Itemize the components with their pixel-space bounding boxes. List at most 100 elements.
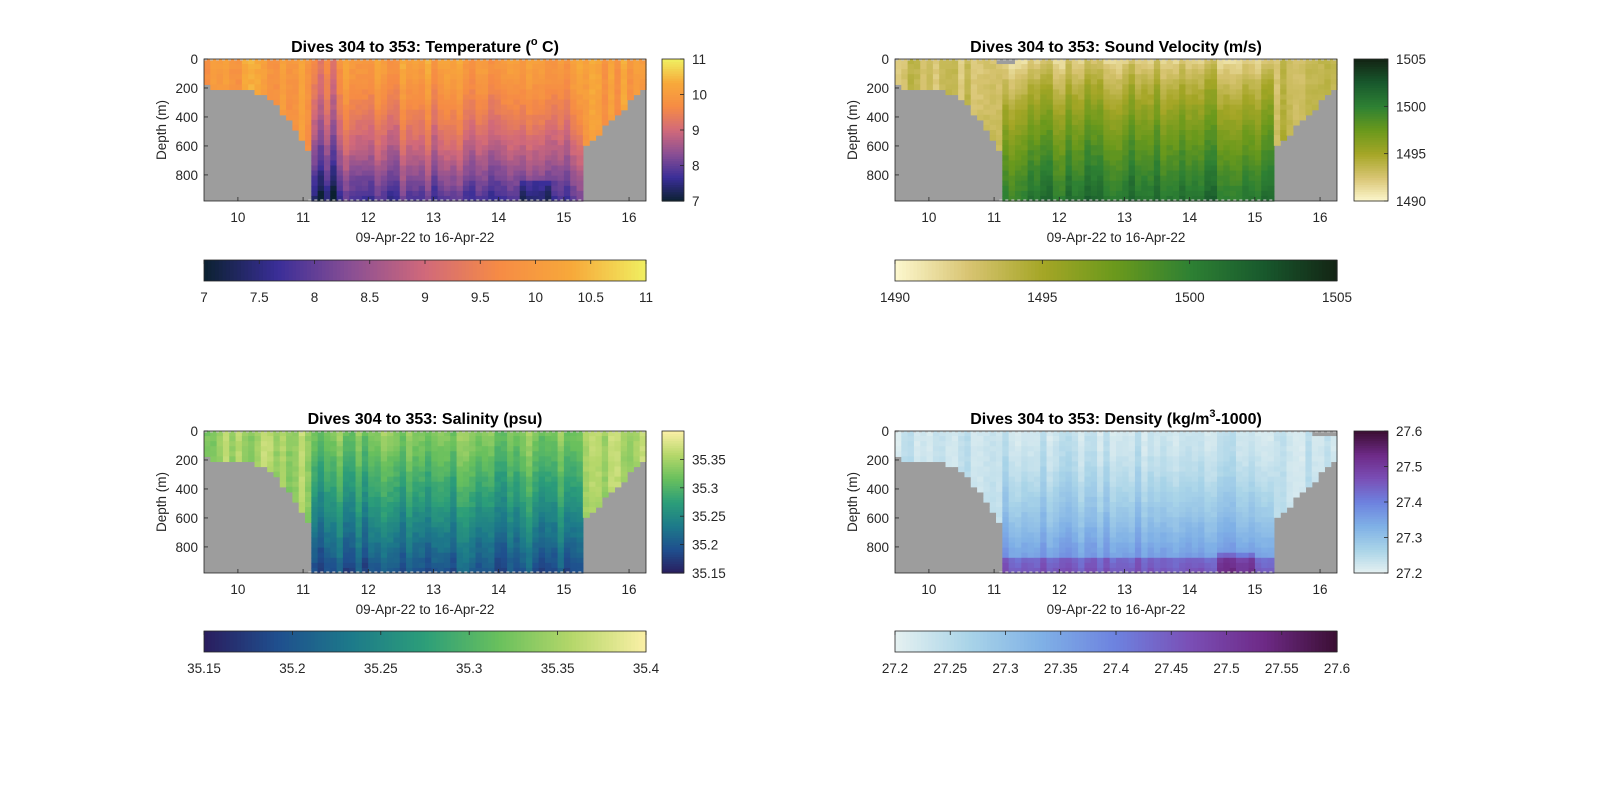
heatmap-cell: [475, 64, 483, 70]
heatmap-cell: [330, 64, 338, 70]
heatmap-cell: [361, 180, 369, 187]
heatmap-cell: [1248, 79, 1256, 85]
heatmap-cell: [418, 522, 426, 528]
heatmap-cell: [260, 74, 268, 80]
heatmap-cell: [1229, 190, 1237, 197]
heatmap-cell: [500, 456, 508, 463]
heatmap-cell: [311, 527, 319, 534]
heatmap-cell: [355, 124, 363, 131]
heatmap-cell: [292, 99, 300, 106]
heatmap-cell: [399, 145, 407, 151]
heatmap-cell: [311, 522, 319, 528]
heatmap-cell: [488, 69, 496, 75]
heatmap-cell: [469, 185, 477, 192]
heatmap-cell: [1223, 94, 1231, 101]
heatmap-cell: [349, 481, 357, 488]
heatmap-cell: [1014, 109, 1022, 116]
heatmap-cell: [1134, 69, 1142, 75]
heatmap-cell: [557, 155, 565, 162]
heatmap-cell: [1172, 160, 1180, 167]
heatmap-cell: [488, 94, 496, 101]
heatmap-cell: [570, 119, 578, 126]
heatmap-cell: [1254, 114, 1262, 121]
heatmap-cell: [983, 74, 991, 80]
heatmap-cell: [1179, 124, 1187, 131]
heatmap-cell: [443, 135, 451, 141]
heatmap-cell: [513, 496, 521, 503]
heatmap-cell: [412, 562, 420, 569]
heatmap-cell: [1065, 59, 1073, 65]
heatmap-cell: [1299, 79, 1307, 85]
heatmap-cell: [1217, 94, 1224, 101]
heatmap-cell: [1311, 94, 1319, 101]
heatmap-cell: [507, 517, 514, 523]
heatmap-cell: [1191, 74, 1199, 80]
heatmap-cell: [380, 562, 388, 569]
heatmap-cell: [945, 59, 953, 65]
heatmap-cell: [450, 466, 458, 473]
heatmap-cell: [1040, 175, 1048, 182]
heatmap-cell: [437, 135, 445, 141]
heatmap-cell: [431, 180, 439, 187]
heatmap-cell: [538, 99, 546, 106]
heatmap-cell: [254, 59, 262, 65]
heatmap-cell: [500, 119, 508, 126]
heatmap-cell: [481, 124, 489, 131]
heatmap-cell: [292, 119, 300, 126]
heatmap-cell: [1286, 119, 1294, 126]
heatmap-cell: [1204, 74, 1212, 80]
colorbar-swatch: [1333, 260, 1338, 281]
heatmap-cell: [481, 69, 489, 75]
heatmap-cell: [229, 431, 237, 437]
heatmap-cell: [1153, 119, 1161, 126]
heatmap-cell: [563, 567, 571, 574]
heatmap-cell: [380, 185, 388, 192]
heatmap-cell: [311, 170, 319, 177]
heatmap-cell: [513, 165, 521, 172]
heatmap-cell: [248, 64, 256, 70]
heatmap-cell: [1204, 119, 1212, 126]
colorbar-swatch: [1354, 163, 1388, 167]
heatmap-cell: [399, 557, 407, 564]
heatmap-cell: [1134, 79, 1142, 85]
heatmap-cell: [1109, 185, 1117, 192]
heatmap-cell: [500, 451, 508, 457]
colorbar-swatch: [561, 260, 566, 281]
heatmap-cell: [349, 165, 357, 172]
heatmap-cell: [563, 562, 571, 569]
heatmap-cell: [544, 59, 552, 65]
heatmap-cell: [462, 165, 470, 172]
heatmap-cell: [273, 456, 281, 463]
heatmap-cell: [1122, 155, 1130, 162]
heatmap-cell: [292, 114, 300, 121]
heatmap-cell: [1172, 155, 1180, 162]
heatmap-cell: [317, 84, 325, 91]
heatmap-cell: [532, 195, 540, 202]
heatmap-cell: [563, 532, 571, 539]
heatmap-cell: [305, 79, 312, 85]
heatmap-cell: [1052, 190, 1060, 197]
heatmap-cell: [393, 69, 401, 75]
heatmap-cell: [330, 94, 338, 101]
heatmap-cell: [1235, 165, 1243, 172]
heatmap-cell: [260, 84, 268, 91]
heatmap-cell: [317, 64, 325, 70]
colorbar-swatch: [1354, 89, 1388, 93]
colorbar-swatch: [662, 61, 684, 65]
heatmap-cell: [983, 64, 991, 70]
heatmap-cell: [1103, 109, 1111, 116]
heatmap-cell: [450, 532, 458, 539]
colorbar-swatch: [1354, 141, 1388, 145]
heatmap-cell: [418, 436, 426, 442]
heatmap-cell: [1040, 195, 1048, 202]
heatmap-cell: [1280, 124, 1288, 131]
heatmap-cell: [901, 59, 909, 65]
heatmap-cell: [601, 84, 609, 91]
colorbar-tick-label: 1500: [1175, 290, 1205, 305]
heatmap-cell: [342, 190, 350, 197]
heatmap-cell: [570, 165, 578, 172]
heatmap-cell: [1059, 84, 1067, 91]
heatmap-cell: [1160, 170, 1168, 177]
heatmap-cell: [551, 140, 559, 146]
heatmap-cell: [323, 150, 331, 156]
